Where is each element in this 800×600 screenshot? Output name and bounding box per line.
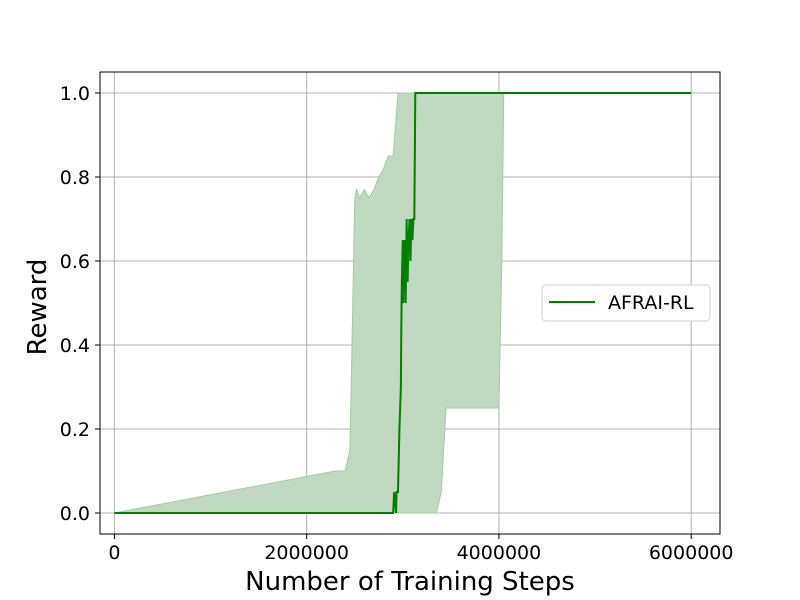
legend: AFRAI-RL xyxy=(541,284,711,322)
axes-frame xyxy=(99,71,721,535)
y-axis-label: Reward xyxy=(23,259,53,356)
y-tick-label: 0.4 xyxy=(60,335,90,357)
x-tick-label: 2000000 xyxy=(264,542,349,564)
x-ticks: 0 2000000 4000000 6000000 xyxy=(108,534,733,564)
legend-label-afrai-rl: AFRAI-RL xyxy=(608,292,694,314)
x-tick-label: 0 xyxy=(108,542,120,564)
x-tick-label: 6000000 xyxy=(649,542,734,564)
y-tick-label: 0.8 xyxy=(60,167,90,189)
x-tick-label: 4000000 xyxy=(457,542,542,564)
y-tick-label: 0.6 xyxy=(60,251,90,273)
y-tick-label: 0.0 xyxy=(60,503,90,525)
y-tick-label: 1.0 xyxy=(60,83,90,105)
series-line-afrai-rl xyxy=(114,92,692,514)
y-tick-label: 0.2 xyxy=(60,419,90,441)
x-axis-label: Number of Training Steps xyxy=(245,567,575,597)
y-ticks: 0.0 0.2 0.4 0.6 0.8 1.0 xyxy=(60,83,100,525)
legend-box xyxy=(541,284,711,322)
